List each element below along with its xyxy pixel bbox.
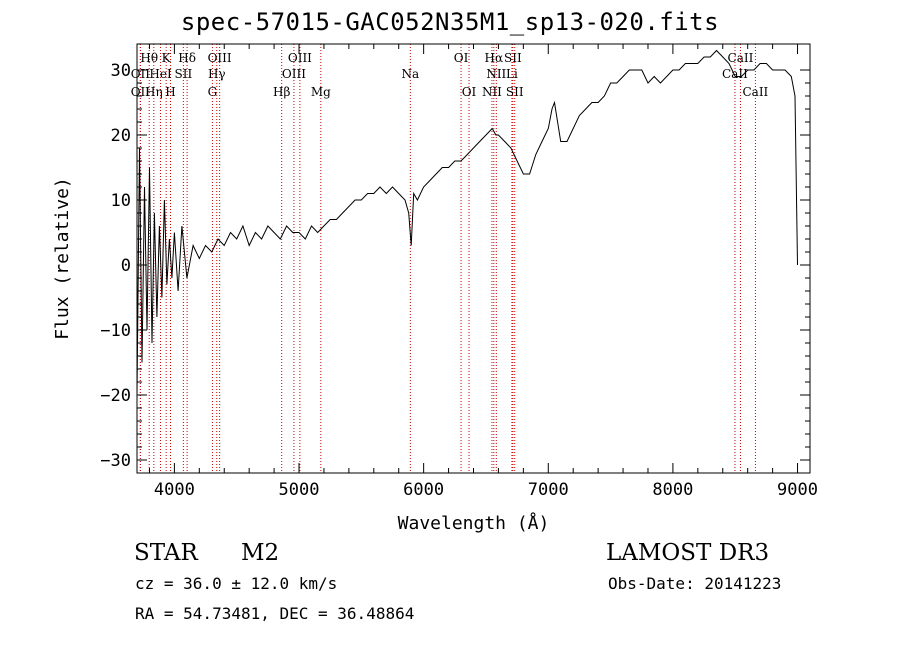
line-marker-label: NII [482,85,502,99]
y-tick-label: 0 [121,256,131,276]
line-marker-label: OIII [282,67,306,81]
line-marker-label: K [162,51,172,65]
y-tick-label: −20 [100,386,131,406]
y-axis-ticks: −30 −20 −10 0 10 20 30 [100,61,810,471]
x-axis-ticks: 4000 5000 6000 7000 8000 9000 [148,44,818,500]
line-marker-label: OI [454,51,469,65]
line-marker-label: NII [486,67,506,81]
line-marker-label: Hβ [273,85,290,99]
line-marker-label: Hθ [140,51,158,65]
line-marker-label: OII [131,67,151,81]
line-marker-label: CaII [728,51,754,65]
line-marker-label: OI [462,85,477,99]
y-tick-label: −10 [100,321,131,341]
line-marker-label: Na [401,67,419,81]
line-marker-label: Li [506,67,518,81]
coordinates: RA = 54.73481, DEC = 36.48864 [135,604,415,623]
line-marker-label: Hδ [178,51,196,65]
line-marker-label: SII [175,67,193,81]
y-tick-label: 10 [111,191,131,211]
object-class: STAR [134,540,198,566]
chart-title: spec-57015-GAC052N35M1_sp13-020.fits [180,8,720,36]
object-subclass: M2 [241,540,280,566]
y-axis-label: Flux (relative) [52,177,73,340]
y-tick-label: 30 [111,61,131,81]
line-marker-label: HeI [149,67,172,81]
line-marker-label: SII [506,85,524,99]
obs-date: Obs-Date: 20141223 [608,574,782,593]
plot-frame [136,43,811,474]
x-tick-label: 6000 [403,480,444,500]
flux-series-line [136,49,798,396]
line-marker-label: CaII [722,67,748,81]
x-tick-label: 5000 [279,480,320,500]
line-marker-label: Mg [311,85,331,99]
line-marker-label: Hα [485,51,504,65]
emission-line-markers [139,44,756,473]
x-tick-label: 4000 [154,480,195,500]
x-tick-label: 9000 [777,480,818,500]
line-marker-label: Hη [145,85,163,99]
line-marker-label: H [165,85,175,99]
x-tick-label: 8000 [652,480,693,500]
velocity-readout: cz = 36.0 ± 12.0 km/s [135,574,338,593]
line-marker-label: CaII [742,85,768,99]
survey-name: LAMOST DR3 [606,540,770,566]
line-marker-label: OII [131,85,151,99]
y-tick-label: 20 [111,126,131,146]
line-marker-label: OIII [208,51,232,65]
y-tick-label: −30 [100,451,131,471]
line-marker-label: Hγ [208,67,226,81]
x-axis-label: Wavelength (Å) [398,512,550,534]
line-marker-label: SII [504,51,522,65]
line-marker-label: G [208,85,218,99]
x-tick-label: 7000 [528,480,569,500]
line-marker-label: OIII [288,51,312,65]
